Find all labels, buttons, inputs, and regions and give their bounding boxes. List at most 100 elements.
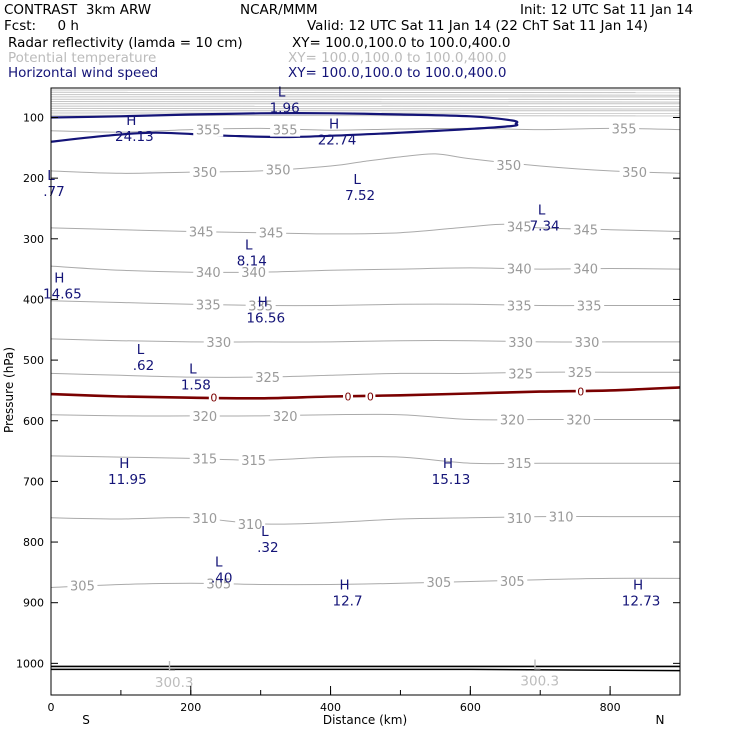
theta-contour-label: 320	[273, 410, 298, 425]
low-marker: L	[137, 342, 145, 358]
theta-label-bg	[189, 509, 220, 525]
theta-contour-label: 310	[549, 511, 574, 526]
theta-label-bg	[256, 224, 287, 240]
theta-contour-label: 340	[196, 266, 221, 281]
theta-label-bg	[572, 333, 603, 349]
theta-contour-305	[51, 577, 680, 588]
theta-contour-label: 355	[273, 124, 298, 139]
theta-contour-label: 350	[192, 166, 217, 181]
theta-label-bg	[497, 572, 528, 588]
init-time: Init: 12 UTC Sat 11 Jan 14	[520, 2, 694, 18]
y-tick-label: 300	[23, 233, 44, 246]
theta-label-bg	[235, 515, 266, 531]
theta-label-bg	[570, 221, 601, 237]
theta-contour-label: 325	[255, 371, 280, 386]
theta-label-bg	[270, 407, 301, 423]
theta-label-bg	[504, 509, 535, 525]
theta-label-bg	[546, 508, 577, 524]
theta-label-bg	[493, 156, 524, 172]
theta-contour-label: 350	[266, 164, 291, 179]
theta-label-bg	[186, 223, 217, 239]
reflectivity-contour-surface	[51, 668, 680, 672]
reflectivity-contour-label: 0	[367, 390, 374, 403]
theta-contour-label: 305	[426, 576, 451, 591]
theta-contour-label: 315	[192, 452, 217, 467]
theta-contour-label: 345	[189, 226, 214, 241]
theta-label-bg	[238, 264, 269, 280]
reflectivity-contour-label: 0	[210, 392, 217, 405]
theta-label-bg	[252, 369, 283, 385]
y-tick-label: 900	[23, 597, 44, 610]
high-marker: H	[258, 295, 268, 311]
theta-contour-label: 305	[500, 575, 525, 590]
theta-label-bg	[574, 297, 605, 313]
theta-label-bg	[270, 121, 301, 137]
theta-contour-label: 340	[241, 266, 266, 281]
low-marker: L	[167, 659, 175, 675]
model-title: CONTRAST 3km ARW	[4, 2, 152, 18]
reflectivity-contour-label: 0	[345, 390, 352, 403]
extremum-value: 8.14	[237, 254, 267, 270]
y-tick-label: 800	[23, 536, 44, 549]
theta-contour-345	[51, 223, 680, 235]
reflectivity-label-bg	[208, 390, 219, 403]
field-xy-reflectivity: XY= 100.0,100.0 to 100.0,400.0	[292, 35, 511, 51]
theta-contour-355	[51, 127, 680, 133]
extremum-value: .77	[43, 184, 64, 200]
theta-label-bg	[189, 450, 220, 466]
theta-contour-label: 335	[577, 300, 602, 315]
theta-label-bg	[504, 297, 535, 313]
extremum-value: 11.95	[108, 472, 147, 488]
y-tick-label: 700	[23, 475, 44, 488]
theta-contour-label: 350	[496, 159, 521, 174]
theta-contour-label: 335	[196, 298, 221, 313]
y-tick-label: 200	[23, 172, 44, 185]
reflectivity-contours	[51, 386, 680, 672]
high-marker: H	[54, 270, 64, 286]
theta-contour-label: 310	[238, 518, 263, 533]
theta-label-bg	[570, 260, 601, 276]
theta-label-bg	[505, 333, 536, 349]
theta-label-bg	[203, 333, 234, 349]
theta-contour-label: 355	[196, 124, 221, 139]
theta-label-bg	[619, 164, 650, 180]
upper-hatch-line	[51, 101, 680, 103]
theta-contour-350	[51, 153, 680, 174]
center-name: NCAR/MMM	[240, 2, 318, 18]
x-tick-label: 600	[460, 701, 481, 714]
reflectivity-contour-label: 0	[577, 386, 584, 399]
axes: 100 200 300 400 500 600 700 800 900 1000 0 200 400 60…	[16, 112, 681, 714]
upper-hatch-line	[51, 94, 680, 96]
theta-contour-label: 325	[568, 366, 593, 381]
low-marker: L	[189, 361, 197, 377]
field-name-reflectivity: Radar reflectivity (lamda = 10 cm)	[8, 35, 243, 51]
y-tick-label: 1000	[16, 657, 44, 670]
theta-contour-label: 310	[507, 512, 532, 527]
theta-contour-310	[51, 516, 680, 525]
y-axis-title: Pressure (hPa)	[2, 347, 16, 433]
theta-label-bg	[67, 577, 98, 593]
low-marker: L	[215, 554, 223, 570]
theta-label-bg	[193, 264, 224, 280]
x-axis-title: Distance (km)	[323, 713, 407, 727]
x-tick-label: 800	[600, 701, 621, 714]
y-tick-label: 500	[23, 354, 44, 367]
extremum-value: 300.3	[520, 673, 559, 689]
plot-frame	[50, 87, 681, 696]
high-marker: H	[633, 577, 643, 593]
forecast-hour: Fcst: 0 h	[4, 18, 79, 34]
reflectivity-label-bg	[575, 384, 586, 397]
theta-label-bg	[565, 364, 596, 380]
low-marker: L	[245, 238, 253, 254]
extremum-value: 24.13	[115, 129, 154, 145]
x-tick-label: 400	[320, 701, 341, 714]
upper-level-hatching	[51, 89, 680, 117]
theta-label-bg	[193, 121, 224, 137]
theta-contour-label: 330	[575, 336, 600, 351]
theta-contour-label: 305	[70, 580, 95, 595]
extremum-value: 15.13	[432, 472, 471, 488]
extrema-labels: L1.96H24.13H22.74L.77L7.52L7.34L8.14H14.…	[43, 84, 660, 691]
extremum-value: .40	[211, 570, 232, 586]
axis-end-south: S	[82, 713, 90, 727]
